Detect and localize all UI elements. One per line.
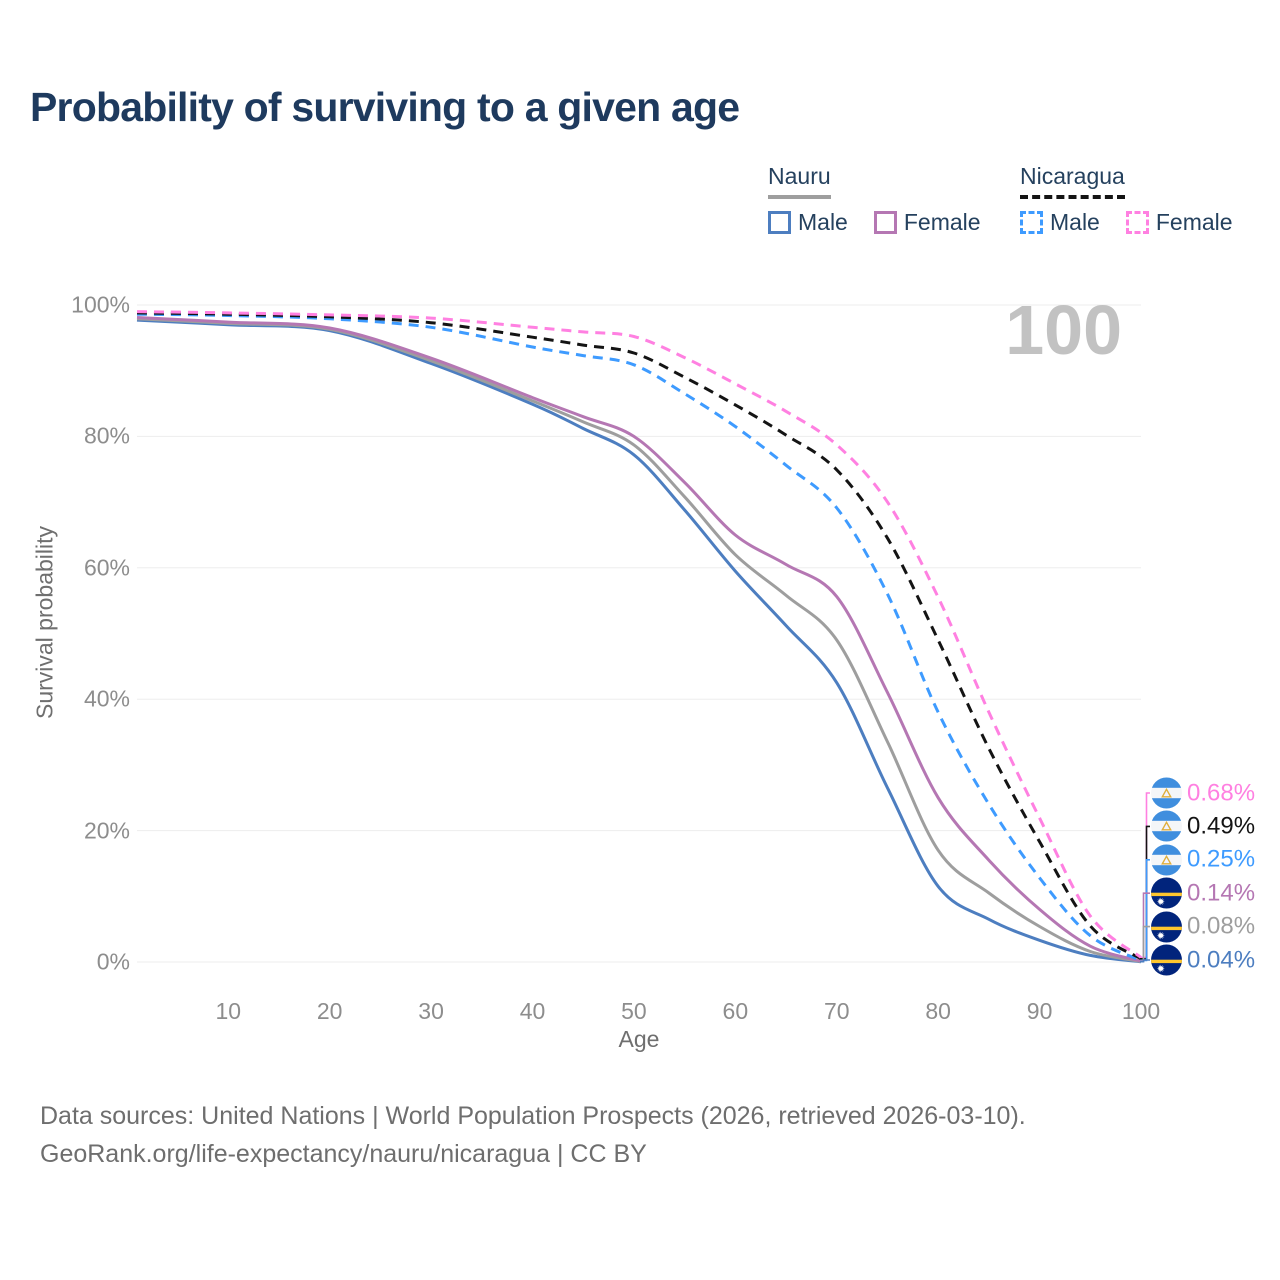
x-tick-label: 20 (316, 998, 343, 1024)
label-connector (1140, 959, 1150, 963)
end-label-value: 0.14% (1187, 879, 1256, 907)
end-label: 0.14% (1151, 877, 1256, 909)
survival-curve (136, 317, 1142, 963)
nauru-flag-icon (1151, 911, 1182, 943)
survival-curve (136, 310, 1142, 959)
legend-item-nauru-female[interactable]: Female (873, 209, 981, 236)
nauru-flag-icon (1151, 944, 1182, 976)
page-title: Probability of surviving to a given age (30, 84, 740, 130)
x-tick-label: 40 (519, 998, 546, 1024)
y-tick-label: 100% (71, 291, 130, 318)
legend-items: Male Female (768, 209, 981, 236)
legend-item-nauru-male[interactable]: Male (768, 209, 848, 236)
end-label-value: 0.68% (1187, 779, 1256, 806)
legend-group-title: Nauru (768, 163, 831, 199)
end-label-value: 0.25% (1187, 845, 1256, 873)
survival-curve (136, 312, 1142, 962)
x-tick-label: 90 (1026, 998, 1053, 1024)
y-tick-label: 20% (83, 817, 130, 844)
x-tick-label: 30 (418, 998, 444, 1024)
nicaragua-flag-icon (1151, 777, 1182, 809)
nauru-flag-icon (1151, 877, 1182, 909)
nicaragua-flag-icon (1151, 844, 1182, 876)
end-label: 0.25% (1151, 844, 1256, 876)
legend-group-nicaragua: Nicaragua Male Female (1020, 163, 1233, 236)
x-tick-label: 60 (722, 998, 749, 1024)
end-label: 0.04% (1151, 944, 1256, 976)
footer-attribution: GeoRank.org/life-expectancy/nauru/nicara… (40, 1140, 647, 1168)
legend-swatch-icon (873, 211, 897, 234)
legend-item-label: Female (903, 209, 981, 235)
nicaragua-flag-icon (1151, 810, 1182, 842)
label-connector (1140, 792, 1150, 959)
x-tick-label: 70 (823, 998, 850, 1024)
survival-curve (136, 318, 1142, 964)
legend-swatch-icon (1020, 211, 1043, 234)
legend-item-label: Female (1155, 209, 1233, 235)
y-tick-label: 60% (83, 554, 130, 581)
survival-curve (136, 316, 1142, 963)
legend-group-nauru: Nauru Male Female (768, 163, 981, 236)
x-tick-label: 80 (925, 998, 951, 1024)
y-tick-label: 80% (83, 422, 130, 449)
legend-item-nicaragua-female[interactable]: Female (1125, 209, 1233, 236)
survival-curve (136, 311, 1142, 961)
legend-item-nicaragua-male[interactable]: Male (1020, 209, 1100, 236)
x-tick-label: 10 (215, 998, 242, 1024)
legend-swatch-icon (1125, 211, 1149, 234)
x-tick-label: 100 (1121, 998, 1161, 1024)
legend-item-label: Male (798, 209, 848, 235)
x-tick-label: 50 (621, 998, 647, 1024)
end-label-value: 0.04% (1187, 946, 1256, 973)
end-label-value: 0.08% (1187, 912, 1256, 940)
legend-swatch-icon (768, 211, 791, 234)
y-tick-label: 0% (96, 948, 130, 975)
footer: Data sources: United Nations | World Pop… (40, 1097, 1026, 1173)
legend-items: Male Female (1020, 209, 1233, 236)
x-axis-title: Age (618, 1026, 660, 1052)
legend-item-label: Male (1050, 209, 1100, 235)
end-label: 0.08% (1151, 911, 1256, 943)
end-label-value: 0.49% (1187, 812, 1256, 840)
end-label: 0.49% (1151, 810, 1256, 842)
end-label: 0.68% (1151, 777, 1256, 809)
label-connector (1140, 859, 1150, 962)
y-tick-label: 40% (83, 685, 130, 712)
legend-group-title: Nicaragua (1020, 163, 1125, 199)
age-counter-watermark: 100 (1005, 291, 1122, 369)
footer-datasource: Data sources: United Nations | World Pop… (40, 1102, 1026, 1130)
